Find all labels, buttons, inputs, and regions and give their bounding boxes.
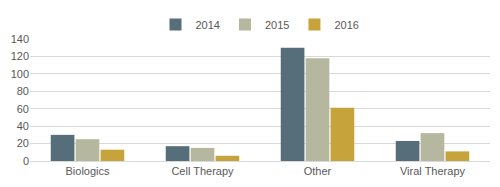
svg-text:Cell Therapy: Cell Therapy [171,165,234,177]
svg-text:2014: 2014 [196,19,220,31]
svg-text:140: 140 [11,33,29,45]
svg-text:Other: Other [304,165,332,177]
svg-text:120: 120 [11,50,29,62]
svg-text:Viral Therapy: Viral Therapy [400,165,466,177]
svg-text:Biologics: Biologics [65,165,110,177]
svg-text:60: 60 [17,103,29,115]
svg-text:20: 20 [17,137,29,149]
svg-text:2016: 2016 [334,19,358,31]
svg-text:40: 40 [17,120,29,132]
svg-text:0: 0 [23,155,29,167]
svg-text:80: 80 [17,85,29,97]
svg-text:2015: 2015 [265,19,289,31]
svg-text:100: 100 [11,68,29,80]
